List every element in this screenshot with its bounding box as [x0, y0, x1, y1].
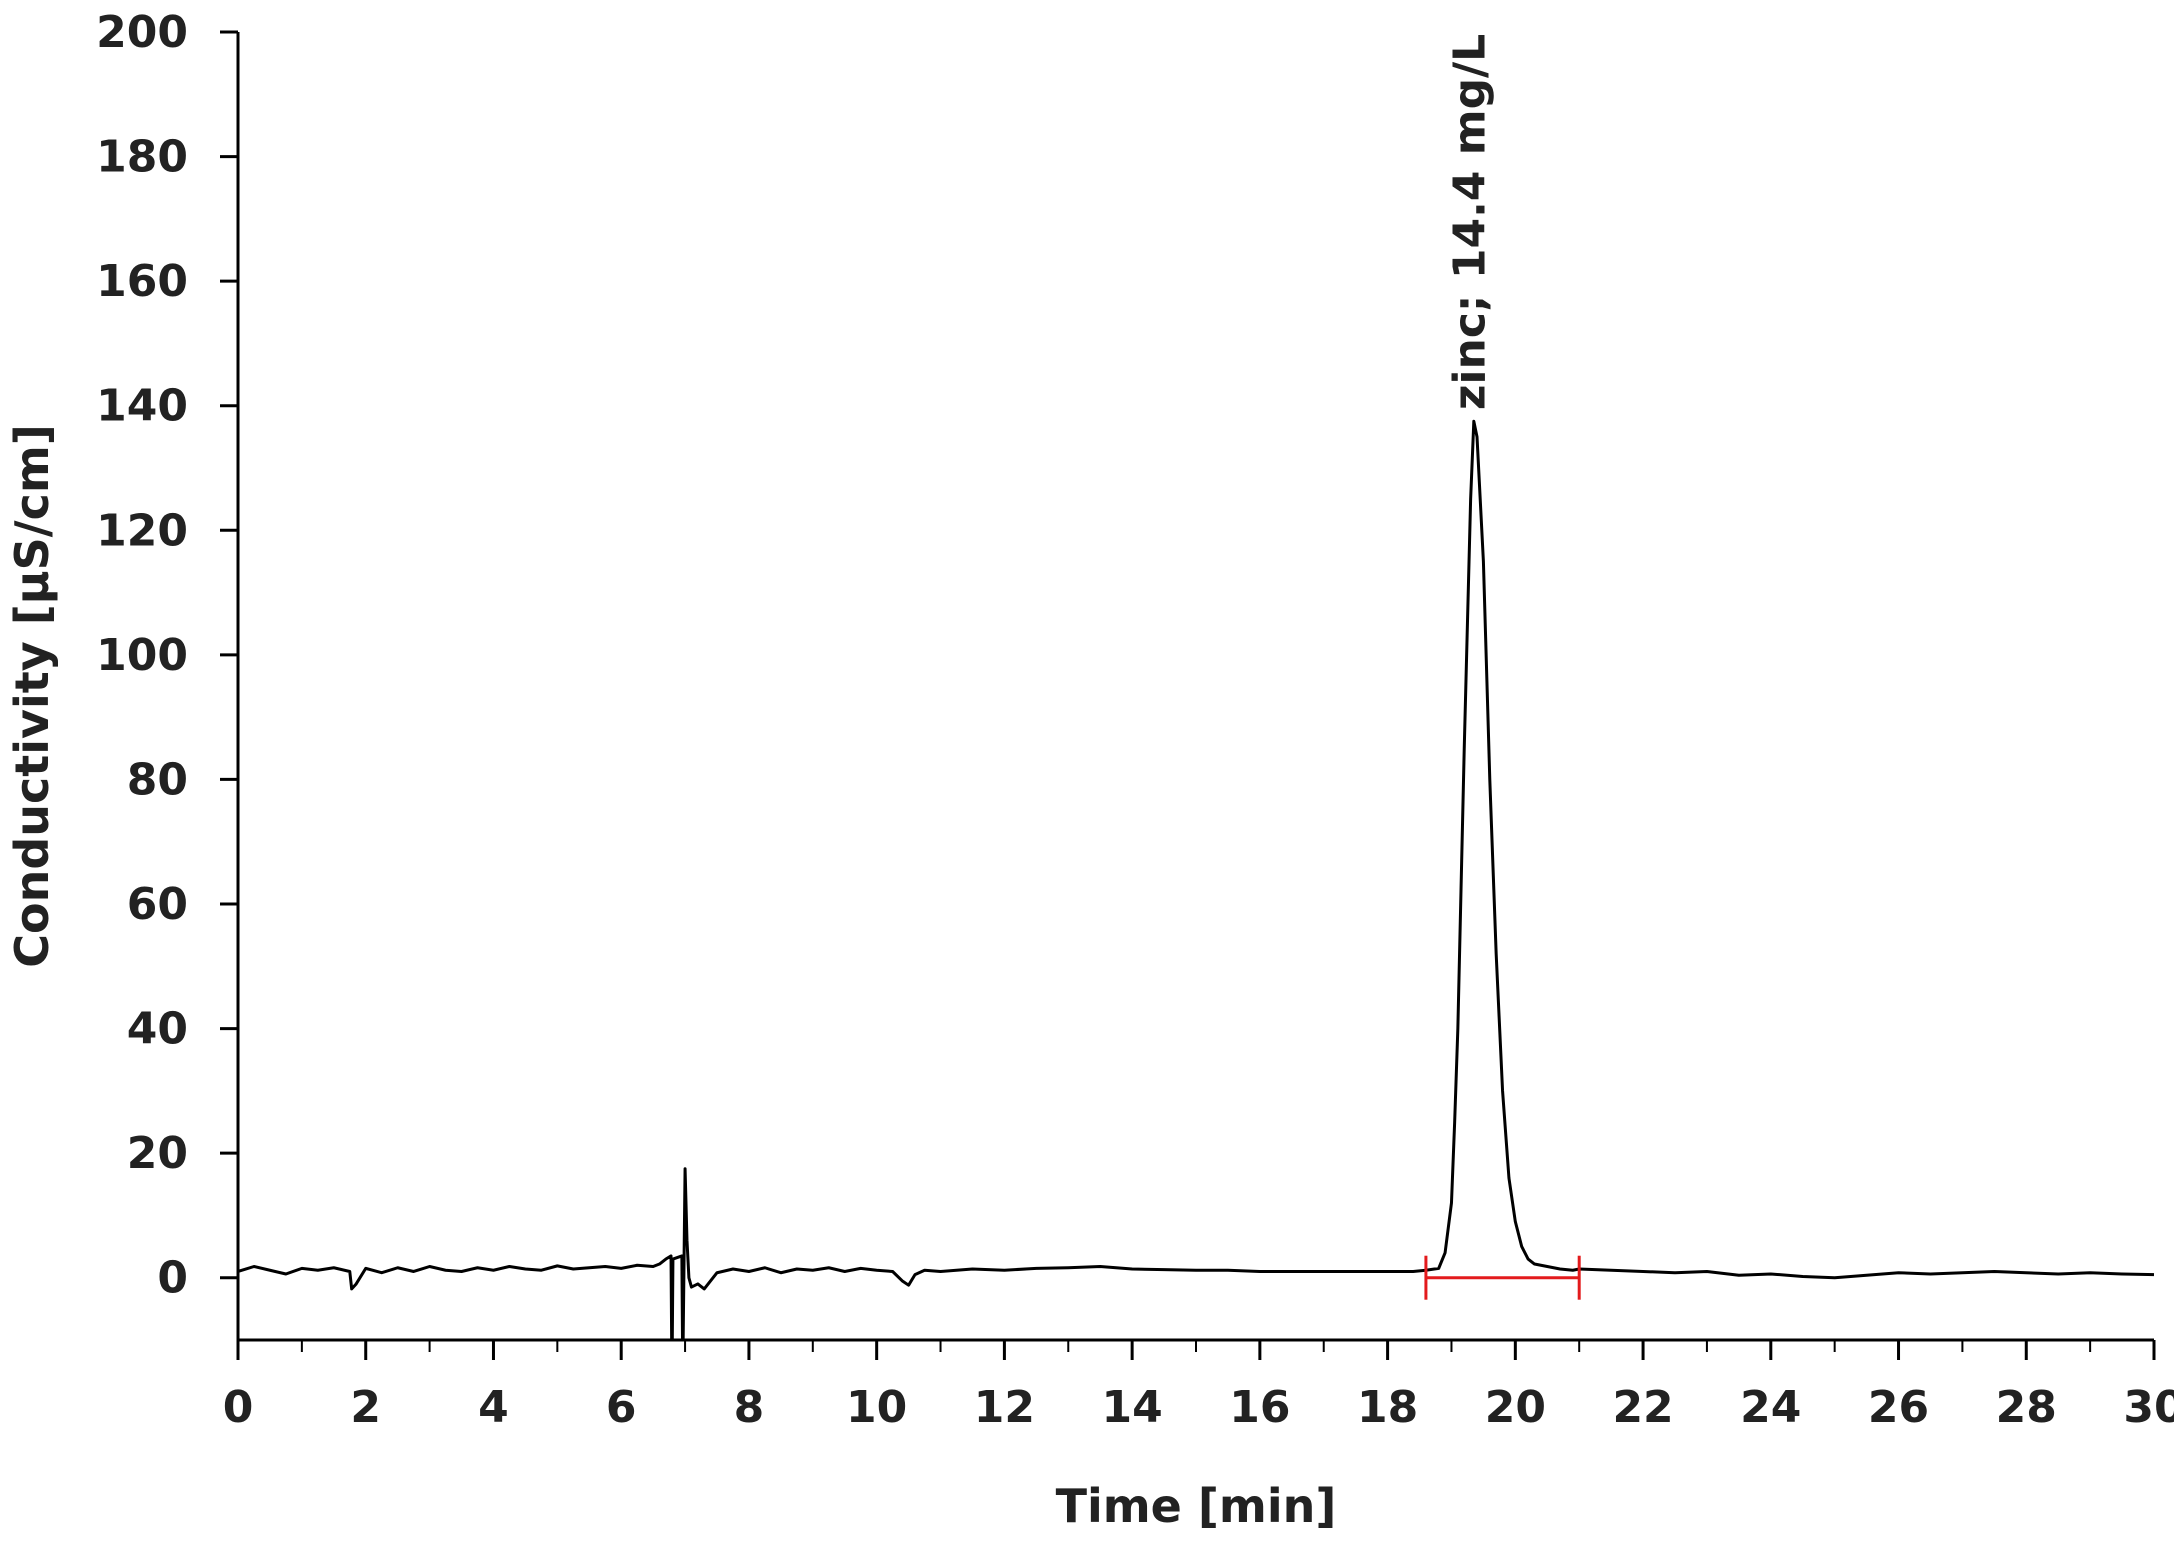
- y-tick-label: 80: [127, 754, 188, 805]
- x-axis-ticks: 0 2 4 6 8 10 12 14 16 18 20 22 24 26 28 30: [223, 1340, 2174, 1433]
- y-tick-label: 100: [96, 630, 188, 681]
- x-tick-label: 16: [1229, 1382, 1290, 1433]
- x-tick-label: 0: [223, 1382, 254, 1433]
- series-line: [237, 419, 2155, 1342]
- x-tick-label: 18: [1357, 1382, 1418, 1433]
- x-tick-label: 30: [2123, 1382, 2174, 1433]
- axes: [236, 32, 2154, 1342]
- series-layer: [237, 419, 2155, 1342]
- y-tick-label: 160: [96, 256, 188, 307]
- y-tick-label: 200: [96, 7, 188, 58]
- y-tick-label: 140: [96, 381, 188, 432]
- x-tick-label: 4: [478, 1382, 509, 1433]
- x-tick-label: 14: [1102, 1382, 1163, 1433]
- y-tick-label: 60: [127, 879, 188, 930]
- x-tick-label: 28: [1996, 1382, 2057, 1433]
- y-tick-label: 120: [96, 505, 188, 556]
- x-tick-label: 12: [974, 1382, 1035, 1433]
- x-tick-label: 8: [734, 1382, 765, 1433]
- y-axis-ticks: 0 20 40 60 80 100 120 140 160 180 200: [96, 7, 238, 1304]
- x-tick-label: 26: [1868, 1382, 1929, 1433]
- x-tick-label: 6: [606, 1382, 637, 1433]
- x-tick-label: 20: [1485, 1382, 1546, 1433]
- x-tick-label: 10: [846, 1382, 907, 1433]
- integration-marker: [1424, 1255, 1581, 1300]
- x-tick-label: 2: [350, 1382, 381, 1433]
- y-axis-title: Conductivity [µS/cm]: [5, 424, 59, 968]
- peak-annotation: zinc; 14.4 mg/L: [1445, 34, 1496, 410]
- y-tick-label: 180: [96, 132, 188, 183]
- y-tick-label: 20: [127, 1128, 188, 1179]
- x-tick-label: 24: [1740, 1382, 1801, 1433]
- annotations: zinc; 14.4 mg/L: [1445, 34, 1496, 410]
- y-tick-label: 40: [127, 1004, 188, 1055]
- x-tick-label: 22: [1612, 1382, 1673, 1433]
- y-tick-label: 0: [157, 1253, 188, 1304]
- x-axis-title: Time [min]: [1056, 1479, 1337, 1533]
